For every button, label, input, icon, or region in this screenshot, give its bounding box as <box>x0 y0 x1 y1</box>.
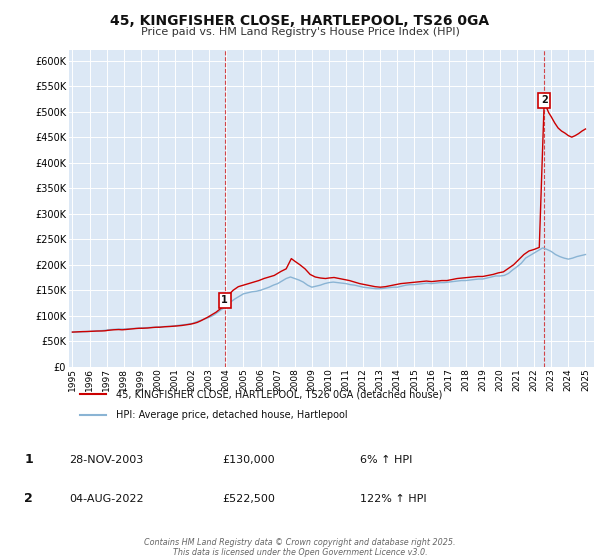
Text: 1: 1 <box>24 453 33 466</box>
Text: Contains HM Land Registry data © Crown copyright and database right 2025.
This d: Contains HM Land Registry data © Crown c… <box>144 538 456 557</box>
Text: HPI: Average price, detached house, Hartlepool: HPI: Average price, detached house, Hart… <box>116 410 348 420</box>
Text: 1: 1 <box>221 296 228 305</box>
Text: 122% ↑ HPI: 122% ↑ HPI <box>360 494 427 504</box>
Text: 45, KINGFISHER CLOSE, HARTLEPOOL, TS26 0GA (detached house): 45, KINGFISHER CLOSE, HARTLEPOOL, TS26 0… <box>116 389 443 399</box>
Text: 2: 2 <box>24 492 33 506</box>
Text: £130,000: £130,000 <box>222 455 275 465</box>
Text: 28-NOV-2003: 28-NOV-2003 <box>69 455 143 465</box>
Text: Price paid vs. HM Land Registry's House Price Index (HPI): Price paid vs. HM Land Registry's House … <box>140 27 460 37</box>
Text: 04-AUG-2022: 04-AUG-2022 <box>69 494 143 504</box>
Text: 6% ↑ HPI: 6% ↑ HPI <box>360 455 412 465</box>
Text: £522,500: £522,500 <box>222 494 275 504</box>
Text: 2: 2 <box>541 95 548 105</box>
Text: 45, KINGFISHER CLOSE, HARTLEPOOL, TS26 0GA: 45, KINGFISHER CLOSE, HARTLEPOOL, TS26 0… <box>110 14 490 28</box>
